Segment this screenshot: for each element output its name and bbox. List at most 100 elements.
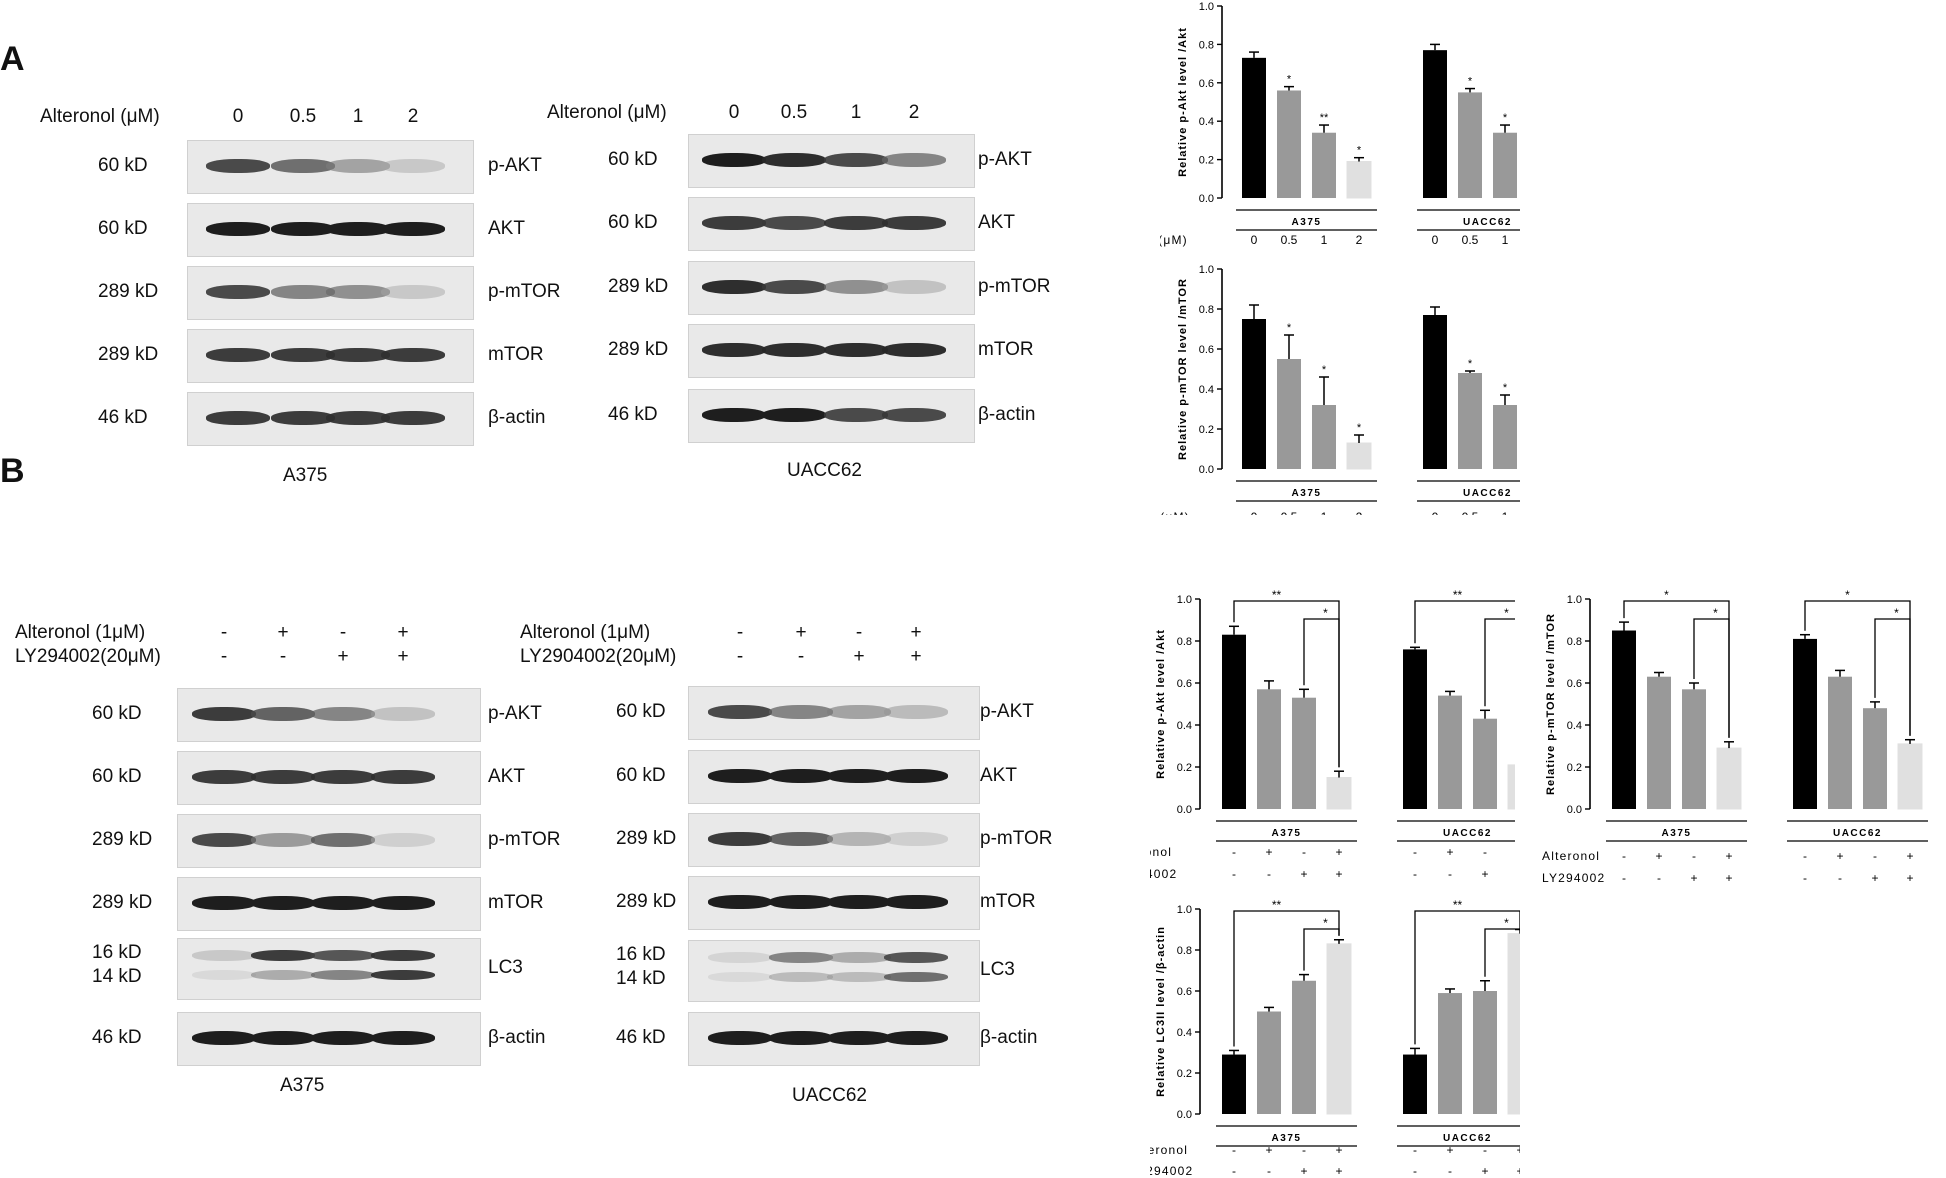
bar-a375-1 [1647, 676, 1671, 809]
uacc62-a-lane-label: 1 [850, 102, 862, 123]
a375-b-band [192, 950, 256, 961]
bar-a375-2 [1292, 980, 1316, 1114]
uacc62-a-lane-label: 2 [908, 102, 920, 123]
significance-bracket [1233, 600, 1340, 768]
a375-b-band [251, 770, 315, 784]
significance-bracket [1484, 618, 1515, 707]
uacc62-b-band [769, 895, 833, 909]
a375-a-band [381, 411, 445, 425]
y-tick-label: 0.6 [1199, 78, 1214, 90]
a375-b-size-label: 46 kD [92, 1027, 142, 1048]
y-tick-label: 0.6 [1567, 678, 1582, 690]
uacc62-b-protein-label: p-AKT [980, 701, 1034, 722]
y-axis-label: Relative LC3II level /β-actin [1155, 926, 1167, 1097]
y-axis-label: Relative p-mTOR level /mTOR [1545, 613, 1557, 795]
chart-a-pakt: 0.0 0.2 0.4 0.6 0.8 1.0 Relative p-Akt level /… [1160, 1, 1520, 247]
factor-value: - [1413, 845, 1417, 859]
a375-b-band [371, 1031, 435, 1045]
a375-a-band [271, 285, 335, 299]
factor-value: + [1335, 845, 1342, 859]
y-tick-label: 0.6 [1177, 986, 1192, 998]
a375-b-band [192, 833, 256, 847]
bar-a375-0 [1242, 57, 1266, 199]
bar-uacc62-3 [1507, 933, 1520, 1115]
factor-value: - [1692, 849, 1696, 863]
uacc62-a-lane-label: 0.5 [780, 102, 808, 123]
bar-uacc62-0 [1423, 315, 1447, 469]
a375-a-protein-label: β-actin [488, 407, 546, 428]
a375-a-band [206, 222, 270, 236]
a375-a-band [326, 222, 390, 236]
uacc62-b-protein-label: p-mTOR [980, 828, 1053, 849]
group-label: UACC62 [1443, 828, 1492, 839]
uacc62-b-size-label: 60 kD [616, 765, 666, 786]
y-tick-label: 0.8 [1199, 304, 1214, 316]
uacc62-b-treatment-sign: - [736, 622, 744, 643]
uacc62-b-band [769, 705, 833, 719]
factor-value: - [1413, 1164, 1417, 1178]
a375-a-protein-label: AKT [488, 218, 525, 239]
factor-label: Alteronol(μM) [1160, 233, 1188, 247]
factor-value: + [1871, 871, 1878, 885]
uacc62-b-band [769, 832, 833, 846]
a375-a-band [381, 285, 445, 299]
a375-b-cell-line: A375 [280, 1075, 325, 1096]
uacc62-b-band [769, 952, 833, 963]
significance-mark: * [1503, 382, 1508, 394]
uacc62-b-band [884, 895, 948, 909]
a375-b-band [251, 1031, 315, 1045]
a375-b-treatment-sign: - [220, 622, 228, 643]
uacc62-b-treatment-sign: + [853, 646, 865, 667]
uacc62-a-band [702, 343, 766, 357]
significance-mark: * [1503, 112, 1508, 124]
bar-a375-3 [1346, 161, 1372, 199]
significance-mark: * [1468, 76, 1473, 88]
group-label: A375 [1272, 1133, 1302, 1144]
uacc62-b-band [827, 895, 891, 909]
uacc62-b-band [708, 832, 772, 846]
factor-value: + [1335, 867, 1342, 881]
factor-value: 0.5 [1462, 233, 1479, 247]
uacc62-a-protein-label: p-mTOR [978, 276, 1051, 297]
bar-a375-0 [1612, 630, 1636, 809]
a375-b-band [251, 833, 315, 847]
y-tick-label: 0.6 [1177, 678, 1192, 690]
uacc62-b-band [827, 769, 891, 783]
factor-value: - [1622, 871, 1626, 885]
factor-value: - [1267, 867, 1271, 881]
uacc62-b-band [827, 705, 891, 719]
a375-b-protein-label: β-actin [488, 1027, 546, 1048]
a375-a-size-label: 46 kD [98, 407, 148, 428]
factor-label: Alteronol(μM) [1160, 510, 1190, 515]
significance-mark: * [1468, 358, 1473, 370]
factor-value: 1 [1321, 233, 1328, 247]
y-axis-label: Relative p-Akt level /Akt [1155, 629, 1167, 779]
factor-value: 0 [1432, 510, 1439, 515]
factor-value: + [1906, 871, 1913, 885]
a375-a-lane-label: 2 [407, 106, 419, 127]
y-tick-label: 0.4 [1199, 384, 1214, 396]
uacc62-b-protein-label: mTOR [980, 891, 1036, 912]
significance-mark: ** [1320, 112, 1329, 124]
y-tick-label: 0.0 [1199, 193, 1214, 205]
y-tick-label: 0.8 [1567, 636, 1582, 648]
a375-a-treatment-label: Alteronol (μM) [40, 106, 160, 127]
uacc62-a-band [824, 153, 888, 167]
bar-uacc62-3 [1897, 743, 1923, 810]
factor-value: - [1232, 845, 1236, 859]
bar-a375-1 [1277, 359, 1301, 469]
y-tick-label: 0.2 [1177, 1068, 1192, 1080]
factor-value: - [1302, 1143, 1306, 1157]
uacc62-b-band [884, 832, 948, 846]
a375-b-treatment-label: Alteronol (1μM) [15, 622, 146, 643]
uacc62-a-protein-label: β-actin [978, 404, 1036, 425]
a375-b-band [371, 970, 435, 980]
significance-bracket [1484, 925, 1520, 977]
a375-b-band [371, 833, 435, 847]
factor-value: - [1622, 849, 1626, 863]
uacc62-a-size-label: 289 kD [608, 276, 669, 297]
a375-b-size-label: 289 kD [92, 892, 153, 913]
y-tick-label: 0.0 [1567, 804, 1582, 816]
bar-a375-0 [1222, 1054, 1246, 1114]
bar-a375-3 [1326, 777, 1352, 810]
